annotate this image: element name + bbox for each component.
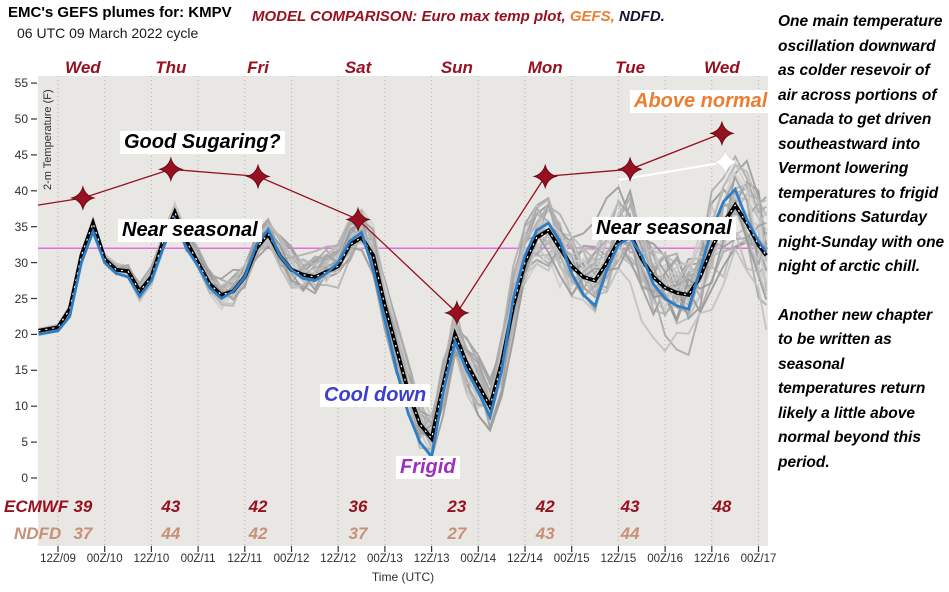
model-comparison-title: MODEL COMPARISON: Euro max temp plot, GE… — [252, 8, 665, 25]
max-temp-value-ecmwf: 43 — [620, 497, 640, 516]
x-tick-label: 12Z/16 — [693, 553, 730, 565]
x-tick-label: 00Z/17 — [740, 553, 777, 565]
y-tick-label: 25 — [14, 291, 28, 306]
annotation-good-sugaring-: Good Sugaring? — [120, 131, 285, 154]
x-tick-label: 12Z/10 — [133, 553, 170, 565]
max-temp-value-ecmwf: 42 — [535, 497, 555, 516]
max-temp-value-ndfd: 37 — [73, 524, 93, 543]
day-label-sun-4: Sun — [440, 58, 473, 77]
comparison-title-euro: MODEL COMPARISON: Euro max temp plot, — [252, 8, 570, 25]
page-title: EMC's GEFS plumes for: KMPV — [8, 4, 232, 21]
day-label-tue-6: Tue — [615, 58, 646, 77]
ecmwf-star-marker — [245, 163, 271, 190]
y-tick-label: 20 — [14, 327, 28, 342]
row-label-ndfd: NDFD — [14, 524, 62, 543]
ecmwf-star-marker — [444, 300, 470, 326]
ecmwf-star-marker — [617, 156, 643, 183]
ecmwf-star-marker — [532, 163, 559, 190]
max-temp-value-ndfd: 43 — [535, 524, 555, 543]
y-tick-label: 15 — [14, 363, 28, 378]
forecaster-discussion: One main temperature oscillation downwar… — [778, 10, 946, 499]
max-temp-value-ecmwf: 43 — [161, 497, 181, 516]
x-tick-label: 00Z/11 — [180, 553, 216, 565]
y-tick-label: 5 — [21, 435, 28, 450]
max-temp-value-ecmwf: 23 — [447, 497, 467, 516]
discussion-paragraph-1: One main temperature oscillation downwar… — [778, 13, 945, 275]
day-label-thu-1: Thu — [155, 58, 187, 77]
max-temp-value-ndfd: 27 — [447, 524, 467, 543]
x-tick-label: 00Z/10 — [86, 553, 123, 565]
annotation-cool-down: Cool down — [320, 384, 431, 407]
x-tick-label: 00Z/16 — [647, 553, 683, 565]
max-temp-value-ecmwf: 42 — [248, 497, 268, 516]
cycle-subtitle: 06 UTC 09 March 2022 cycle — [17, 25, 199, 41]
day-label-fri-2: Fri — [247, 58, 269, 77]
annotation-frigid: Frigid — [396, 456, 460, 479]
x-tick-label: 12Z/11 — [227, 553, 263, 565]
y-tick-label: 35 — [14, 219, 28, 234]
ecmwf-star-marker — [345, 206, 371, 233]
day-label-mon-5: Mon — [527, 58, 563, 77]
day-label-wed-7: Wed — [704, 58, 740, 77]
day-label-sat-3: Sat — [344, 58, 372, 77]
x-tick-label: 00Z/12 — [273, 553, 310, 565]
y-tick-label: 30 — [14, 255, 28, 270]
y-tick-label: 50 — [14, 112, 28, 126]
max-temp-value-ndfd: 44 — [161, 524, 181, 543]
y-tick-label: 0 — [21, 471, 28, 485]
x-tick-label: 12Z/09 — [40, 553, 76, 565]
row-label-ecmwf: ECMWF — [4, 497, 69, 516]
ecmwf-star-marker — [709, 120, 735, 147]
max-temp-value-ecmwf: 39 — [73, 497, 93, 516]
max-temp-value-ecmwf: 36 — [348, 497, 368, 516]
max-temp-value-ndfd: 37 — [348, 524, 368, 543]
max-temp-value-ndfd: 44 — [620, 524, 640, 543]
x-tick-label: 12Z/14 — [507, 553, 543, 565]
x-axis-title: Time (UTC) — [371, 570, 435, 584]
white-comparison-line — [618, 161, 726, 182]
comparison-title-ndfd: NDFD. — [619, 8, 665, 25]
ecmwf-star-marker — [158, 156, 184, 183]
ecmwf-star-marker — [70, 185, 96, 211]
y-tick-label: 40 — [14, 183, 28, 198]
annotation-above-normal: Above normal — [630, 90, 772, 113]
x-tick-label: 12Z/12 — [320, 553, 357, 565]
x-tick-label: 00Z/14 — [460, 553, 497, 565]
y-axis-title: 2-m Temperature (F) — [42, 89, 54, 190]
max-temp-value-ndfd: 42 — [248, 524, 268, 543]
y-tick-label: 55 — [14, 76, 28, 91]
x-tick-label: 12Z/13 — [413, 553, 450, 565]
day-label-wed-0: Wed — [65, 58, 101, 77]
y-tick-label: 45 — [14, 147, 28, 162]
x-tick-label: 00Z/15 — [553, 553, 590, 565]
max-temp-value-ecmwf: 48 — [712, 497, 732, 516]
x-tick-label: 00Z/13 — [366, 553, 403, 565]
white-star-marker — [711, 148, 740, 176]
annotation-near-seasonal: Near seasonal — [118, 219, 262, 242]
discussion-paragraph-2: Another new chapter to be written as sea… — [778, 306, 933, 471]
annotation-near-seasonal: Near seasonal — [592, 217, 736, 240]
comparison-title-gefs: GEFS, — [569, 8, 619, 25]
x-tick-label: 12Z/15 — [600, 553, 637, 565]
y-tick-label: 10 — [14, 399, 28, 414]
